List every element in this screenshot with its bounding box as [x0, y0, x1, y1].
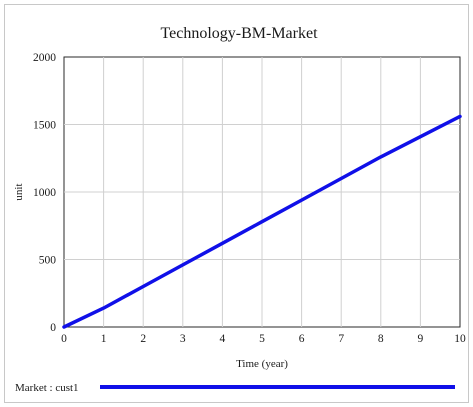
- x-tick-label: 4: [220, 333, 226, 345]
- series-line: [62, 114, 462, 329]
- x-tick-label: 6: [299, 333, 305, 345]
- x-tick-label: 5: [259, 333, 265, 345]
- x-tick-label: 1: [101, 333, 107, 345]
- x-tick-label: 0: [61, 333, 67, 345]
- y-axis-ticks: 0 500 1000 1500 2000: [33, 52, 56, 334]
- gridlines: [64, 57, 460, 327]
- x-tick-label: 10: [454, 333, 466, 345]
- x-tick-label: 3: [180, 333, 186, 345]
- x-axis-label: Time (year): [236, 358, 288, 370]
- x-tick-label: 9: [418, 333, 424, 345]
- x-tick-label: 8: [378, 333, 384, 345]
- y-tick-label: 1000: [33, 187, 56, 199]
- chart-title: Technology-BM-Market: [160, 25, 318, 42]
- y-tick-label: 2000: [33, 52, 56, 64]
- legend: Market : cust1: [15, 382, 455, 394]
- y-tick-label: 1500: [33, 120, 56, 132]
- legend-label: Market : cust1: [15, 382, 79, 394]
- x-tick-label: 7: [338, 333, 344, 345]
- y-axis-label: unit: [13, 183, 25, 200]
- x-tick-label: 2: [140, 333, 146, 345]
- series-layer: [62, 114, 462, 329]
- x-axis-ticks: 0 1 2 3 4 5 6 7 8 9 10: [61, 333, 466, 345]
- y-tick-label: 500: [39, 255, 57, 267]
- y-tick-label: 0: [50, 322, 56, 334]
